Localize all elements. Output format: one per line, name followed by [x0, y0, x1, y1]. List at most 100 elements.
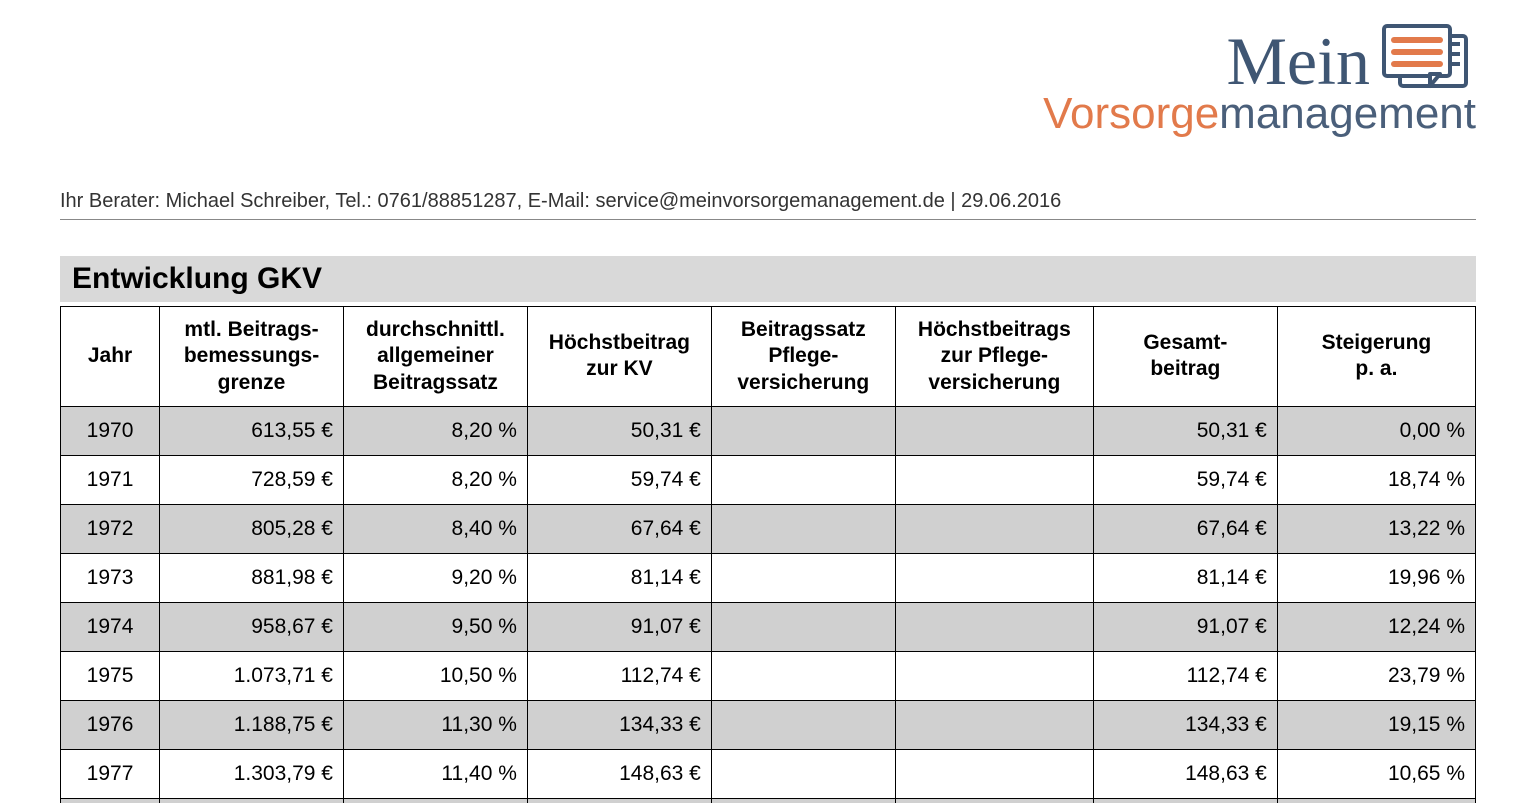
value-cell: 50,31 € [1093, 406, 1277, 455]
value-cell [160, 798, 344, 803]
year-cell: 1971 [61, 455, 160, 504]
table-row: 1970613,55 €8,20 %50,31 €50,31 €0,00 % [61, 406, 1476, 455]
table-header: Jahrmtl. Beitrags-bemessungs-grenzedurch… [61, 307, 1476, 407]
value-cell: 0,00 % [1277, 406, 1475, 455]
value-cell: 11,30 % [343, 700, 527, 749]
column-header: Jahr [61, 307, 160, 407]
value-cell: 50,31 € [527, 406, 711, 455]
value-cell: 67,64 € [1093, 504, 1277, 553]
value-cell: 59,74 € [1093, 455, 1277, 504]
year-cell: 1975 [61, 651, 160, 700]
value-cell: 134,33 € [527, 700, 711, 749]
year-cell: 1977 [61, 749, 160, 798]
value-cell: 81,14 € [527, 553, 711, 602]
value-cell: 11,40 % [343, 749, 527, 798]
column-header: Höchstbeitragzur KV [527, 307, 711, 407]
value-cell: 59,74 € [527, 455, 711, 504]
year-cell: 1970 [61, 406, 160, 455]
value-cell: 19,15 % [1277, 700, 1475, 749]
value-cell [711, 553, 895, 602]
value-cell: 10,65 % [1277, 749, 1475, 798]
value-cell: 148,63 € [1093, 749, 1277, 798]
table-row: 1974958,67 €9,50 %91,07 €91,07 €12,24 % [61, 602, 1476, 651]
value-cell: 19,96 % [1277, 553, 1475, 602]
value-cell: 134,33 € [1093, 700, 1277, 749]
value-cell [895, 700, 1093, 749]
value-cell: 67,64 € [527, 504, 711, 553]
value-cell [711, 651, 895, 700]
value-cell: 148,63 € [527, 749, 711, 798]
value-cell: 13,22 % [1277, 504, 1475, 553]
value-cell [895, 553, 1093, 602]
logo-subtitle: Vorsorgemanagement [1043, 92, 1476, 136]
value-cell [895, 455, 1093, 504]
logo-word-management: management [1219, 89, 1476, 138]
brand-logo: Mein Vorsorgemanagement [1043, 24, 1476, 136]
value-cell: 8,40 % [343, 504, 527, 553]
year-cell: 1973 [61, 553, 160, 602]
value-cell [711, 798, 895, 803]
value-cell: 728,59 € [160, 455, 344, 504]
logo-top-row: Mein [1043, 24, 1476, 98]
value-cell: 112,74 € [1093, 651, 1277, 700]
table-row: 1973881,98 €9,20 %81,14 €81,14 €19,96 % [61, 553, 1476, 602]
value-cell [711, 406, 895, 455]
value-cell [1093, 798, 1277, 803]
value-cell [895, 651, 1093, 700]
table-body: 1970613,55 €8,20 %50,31 €50,31 €0,00 %19… [61, 406, 1476, 803]
table-row: 19751.073,71 €10,50 %112,74 €112,74 €23,… [61, 651, 1476, 700]
section-title: Entwicklung GKV [60, 256, 1476, 302]
value-cell: 8,20 % [343, 406, 527, 455]
value-cell: 1.073,71 € [160, 651, 344, 700]
year-cell: 1976 [61, 700, 160, 749]
value-cell: 91,07 € [1093, 602, 1277, 651]
value-cell: 9,20 % [343, 553, 527, 602]
column-header: Höchstbeitragszur Pflege-versicherung [895, 307, 1093, 407]
value-cell: 1.303,79 € [160, 749, 344, 798]
value-cell: 18,74 % [1277, 455, 1475, 504]
column-header: BeitragssatzPflege-versicherung [711, 307, 895, 407]
value-cell: 613,55 € [160, 406, 344, 455]
value-cell [895, 798, 1093, 803]
value-cell [711, 504, 895, 553]
value-cell: 23,79 % [1277, 651, 1475, 700]
value-cell: 12,24 % [1277, 602, 1475, 651]
value-cell [343, 798, 527, 803]
value-cell: 9,50 % [343, 602, 527, 651]
year-cell [61, 798, 160, 803]
value-cell [527, 798, 711, 803]
value-cell: 112,74 € [527, 651, 711, 700]
value-cell: 10,50 % [343, 651, 527, 700]
value-cell: 805,28 € [160, 504, 344, 553]
gkv-table-container: Jahrmtl. Beitrags-bemessungs-grenzedurch… [60, 306, 1476, 803]
value-cell: 881,98 € [160, 553, 344, 602]
value-cell: 8,20 % [343, 455, 527, 504]
value-cell [895, 504, 1093, 553]
value-cell [895, 749, 1093, 798]
value-cell [711, 749, 895, 798]
value-cell: 91,07 € [527, 602, 711, 651]
table-row: 19771.303,79 €11,40 %148,63 €148,63 €10,… [61, 749, 1476, 798]
column-header: Gesamt-beitrag [1093, 307, 1277, 407]
table-row [61, 798, 1476, 803]
column-header: Steigerungp. a. [1277, 307, 1475, 407]
value-cell [895, 406, 1093, 455]
gkv-development-table: Jahrmtl. Beitrags-bemessungs-grenzedurch… [60, 306, 1476, 803]
value-cell: 81,14 € [1093, 553, 1277, 602]
logo-word-mein: Mein [1226, 27, 1370, 95]
table-row: 1972805,28 €8,40 %67,64 €67,64 €13,22 % [61, 504, 1476, 553]
advisor-contact-line: Ihr Berater: Michael Schreiber, Tel.: 07… [60, 190, 1476, 220]
year-cell: 1972 [61, 504, 160, 553]
column-header: mtl. Beitrags-bemessungs-grenze [160, 307, 344, 407]
value-cell: 958,67 € [160, 602, 344, 651]
logo-word-vorsorge: Vorsorge [1043, 89, 1219, 138]
year-cell: 1974 [61, 602, 160, 651]
chat-lines-icon [1380, 24, 1476, 98]
value-cell [711, 455, 895, 504]
value-cell [711, 700, 895, 749]
document-page: Mein Vorsorgemanagement Ihr Berater: Mic… [0, 0, 1536, 803]
value-cell [1277, 798, 1475, 803]
table-row: 19761.188,75 €11,30 %134,33 €134,33 €19,… [61, 700, 1476, 749]
value-cell: 1.188,75 € [160, 700, 344, 749]
table-row: 1971728,59 €8,20 %59,74 €59,74 €18,74 % [61, 455, 1476, 504]
